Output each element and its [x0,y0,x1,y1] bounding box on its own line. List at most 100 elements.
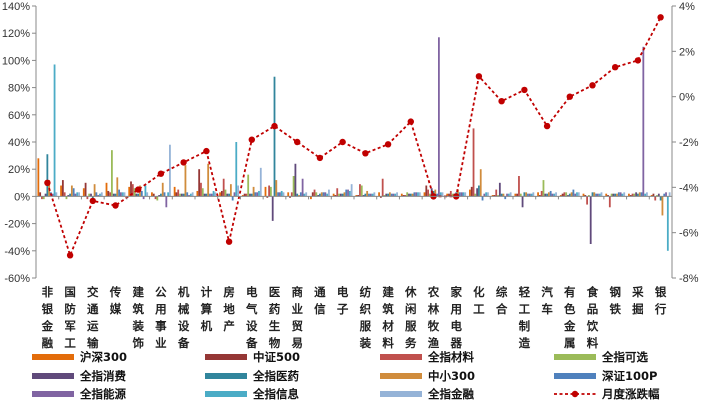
bar-中小300 [434,189,437,197]
left-tick-label: 40% [8,137,30,149]
category-label: 家 [450,285,462,299]
bar-中证500 [152,193,155,197]
bar-全指信息 [280,190,283,197]
bar-全指金融 [577,192,580,197]
line-point-月度涨跌幅 [612,63,619,71]
bar-全指能源 [347,189,349,197]
right-tick-label: 4% [679,1,695,13]
bar-中小300 [93,184,96,197]
category-label: 设 [246,319,258,333]
category-label: 物 [269,336,281,350]
bar-全指材料 [200,182,202,197]
bar-全指医药 [46,154,49,197]
category-label: 传 [109,285,122,299]
bar-深证100P [504,196,507,200]
line-point-月度涨跌幅 [362,150,369,157]
bar-全指医药 [341,193,344,197]
bar-全指金融 [123,192,126,197]
bar-全指金融 [623,192,626,197]
bar-沪深300 [196,190,199,197]
left-tick-label: 20% [8,164,30,176]
bar-中证500 [107,190,110,197]
bar-全指材料 [495,189,498,197]
line-point-月度涨跌幅 [89,197,97,205]
bar-全指金融 [532,192,535,197]
bar-全指能源 [51,193,54,197]
bar-全指消费 [635,192,638,197]
bar-全指能源 [574,193,577,197]
category-label: 交 [87,285,99,299]
bar-全指能源 [120,192,122,197]
bar-中证500 [266,196,269,198]
category-label: 车 [541,302,553,316]
bar-全指金融 [350,184,353,197]
left-tick-label: 80% [8,83,30,95]
bar-全指材料 [86,196,89,200]
line-point-月度涨跌幅 [66,252,74,259]
bar-深证100P [118,189,120,197]
category-label: 机 [178,285,190,299]
category-label: 渔 [428,336,440,350]
bar-全指材料 [222,178,225,197]
legend-label: 中小300 [428,369,475,383]
bar-中证500 [652,193,655,197]
bar-沪深300 [446,193,449,197]
bar-全指医药 [250,193,253,197]
bar-全指医药 [273,76,276,197]
line-point-月度涨跌幅 [475,73,483,80]
bar-全指材料 [63,192,66,197]
bar-中小300 [229,184,232,197]
category-label: 房 [223,285,235,299]
bar-深证100P [186,192,189,197]
bar-全指金融 [214,192,217,197]
bar-全指消费 [385,193,388,197]
bar-全指金融 [373,192,376,197]
bar-全指医药 [137,193,140,197]
bar-全指消费 [567,195,569,197]
category-label: 防 [64,302,76,316]
category-label: 用 [449,302,462,316]
bar-沪深300 [537,192,539,197]
bar-全指可选 [588,195,590,197]
bar-全指信息 [644,193,647,197]
bar-全指金融 [282,192,285,197]
category-label: 用 [154,302,167,316]
category-label: 品 [587,302,599,316]
category-label: 器 [449,336,462,350]
bar-全指信息 [348,190,351,197]
bar-全指材料 [245,193,248,197]
bar-全指医药 [160,193,162,197]
bar-全指金融 [668,192,671,197]
bar-深证100P [163,192,166,197]
bar-全指消费 [544,193,547,197]
bar-中小300 [116,177,119,197]
bar-中证500 [425,185,428,197]
left-tick-label: -40% [4,246,30,258]
bar-全指可选 [179,193,181,197]
bar-全指可选 [270,186,272,197]
bar-中小300 [252,186,255,197]
bar-中小300 [638,192,641,197]
bar-中小300 [207,163,210,197]
bar-全指可选 [633,193,636,197]
category-label: 轻 [519,285,531,299]
bar-全指金融 [100,192,103,197]
bar-全指能源 [324,192,327,197]
category-label: 非 [42,285,54,299]
category-label: 备 [245,336,258,350]
bar-全指材料 [518,176,520,197]
bar-全指医药 [591,192,594,197]
right-tick-label: -6% [679,228,699,240]
bar-沪深300 [37,158,40,197]
bar-全指消费 [135,193,138,197]
line-point-月度涨跌幅 [180,159,187,166]
category-label: 属 [564,336,576,350]
bar-全指医药 [659,196,662,201]
bar-全指医药 [568,193,571,197]
bar-全指能源 [142,196,145,200]
bar-全指材料 [540,190,543,197]
category-label: 电 [337,285,349,299]
bar-全指医药 [364,193,367,197]
bar-全指信息 [121,192,124,197]
bar-全指可选 [111,150,113,197]
